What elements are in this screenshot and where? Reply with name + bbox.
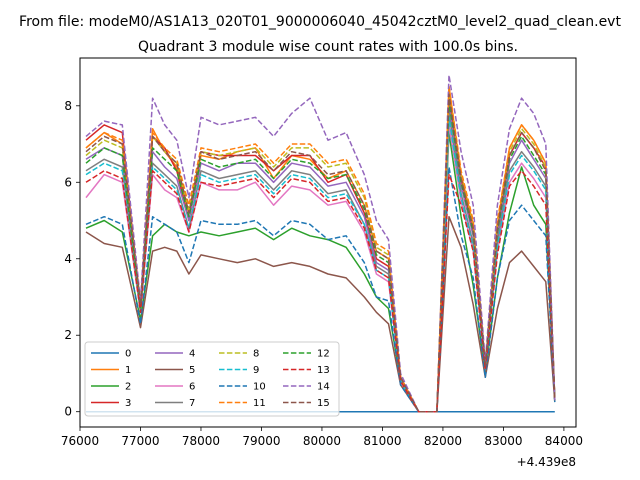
- y-tick-label: 6: [64, 175, 72, 189]
- x-tick-label: 79000: [242, 434, 280, 448]
- y-tick-label: 0: [64, 405, 72, 419]
- legend-label-8: 8: [253, 349, 259, 360]
- y-tick-label: 8: [64, 99, 72, 113]
- y-axis: 0 2 4 6 8: [64, 99, 80, 419]
- chart-title: Quadrant 3 module wise count rates with …: [138, 39, 518, 55]
- y-tick-label: 4: [64, 252, 72, 266]
- legend-label-4: 4: [189, 349, 195, 360]
- legend-label-13: 13: [317, 365, 330, 376]
- x-tick-label: 81000: [363, 434, 401, 448]
- legend-label-3: 3: [125, 398, 131, 409]
- axes-frame: [79, 57, 577, 428]
- series-line-13: [85, 170, 556, 413]
- legend-label-5: 5: [189, 365, 195, 376]
- x-axis: 76000 77000 78000 79000 80000 81000 82000 83000…: [61, 427, 583, 448]
- series-line-10: [85, 166, 556, 413]
- legend-box: [84, 341, 340, 417]
- legend-label-9: 9: [253, 365, 259, 376]
- figure-suptitle: From file: modeM0/AS1A13_020T01_90000060…: [19, 14, 621, 30]
- y-tick-label: 2: [64, 328, 72, 342]
- legend-label-6: 6: [189, 382, 195, 393]
- plot-area: 76000 77000 78000 79000 80000 81000 82000 83000…: [61, 57, 583, 469]
- x-tick-label: 77000: [121, 434, 159, 448]
- legend-label-11: 11: [253, 398, 266, 409]
- legend-label-2: 2: [125, 382, 131, 393]
- x-tick-label: 76000: [61, 434, 99, 448]
- legend-label-7: 7: [189, 398, 195, 409]
- x-tick-label: 82000: [424, 434, 462, 448]
- series-group: [85, 74, 556, 413]
- x-offset-label: +4.439e8: [517, 455, 576, 469]
- x-tick-label: 80000: [303, 434, 341, 448]
- series-line-15: [85, 93, 556, 413]
- legend-label-15: 15: [317, 398, 330, 409]
- series-line-5: [85, 215, 556, 413]
- x-tick-label: 78000: [182, 434, 220, 448]
- x-tick-label: 83000: [484, 434, 522, 448]
- legend-label-0: 0: [125, 349, 131, 360]
- legend-label-14: 14: [317, 382, 330, 393]
- legend-label-1: 1: [125, 365, 131, 376]
- legend-label-12: 12: [317, 349, 330, 360]
- x-tick-label: 84000: [545, 434, 583, 448]
- legend-label-10: 10: [253, 382, 266, 393]
